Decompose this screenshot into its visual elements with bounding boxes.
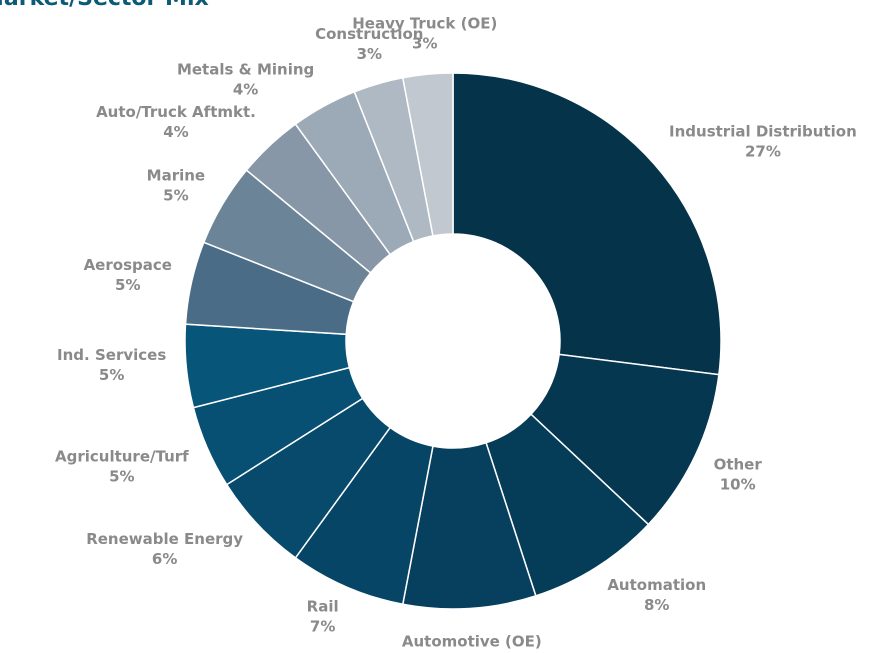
- slice-value-label: 7%: [310, 617, 335, 635]
- chart-title: Market/Sector Mix: [0, 0, 212, 12]
- slice-label: Agriculture/Turf: [55, 447, 189, 465]
- slice-label: Ind. Services: [57, 346, 166, 364]
- slice-label: Rail: [307, 597, 339, 615]
- slice-value-label: 4%: [163, 123, 188, 141]
- slice-label: Industrial Distribution: [669, 123, 857, 141]
- slice-label: Marine: [147, 166, 205, 184]
- slice-value-label: 5%: [163, 186, 188, 204]
- slice-label: Metals & Mining: [177, 61, 314, 79]
- slice-label: Heavy Truck (OE): [352, 14, 497, 32]
- slice-value-label: 27%: [745, 143, 781, 161]
- slice-value-label: 5%: [99, 366, 124, 384]
- slice-value-label: 3%: [357, 45, 382, 63]
- slice-value-label: 5%: [115, 276, 140, 294]
- slice-label: Renewable Energy: [86, 530, 243, 548]
- slice-label: Automation: [607, 576, 706, 594]
- slice-value-label: 8%: [644, 596, 669, 614]
- donut-slice: [529, 353, 720, 526]
- slice-value-label: 5%: [109, 467, 134, 485]
- slice-value-label: 10%: [720, 476, 756, 494]
- donut-slice: [452, 72, 722, 376]
- slice-label: Aerospace: [84, 256, 172, 274]
- donut-slice: [401, 72, 454, 237]
- slice-label: Other: [714, 456, 763, 474]
- slice-value-label: 6%: [152, 550, 177, 568]
- slice-label: Automotive (OE): [402, 632, 542, 650]
- slice-value-label: 3%: [412, 34, 437, 52]
- slice-label: Construction: [315, 25, 423, 43]
- slice-value-label: 4%: [233, 81, 258, 99]
- slice-label: Auto/Truck Aftmkt.: [96, 103, 256, 121]
